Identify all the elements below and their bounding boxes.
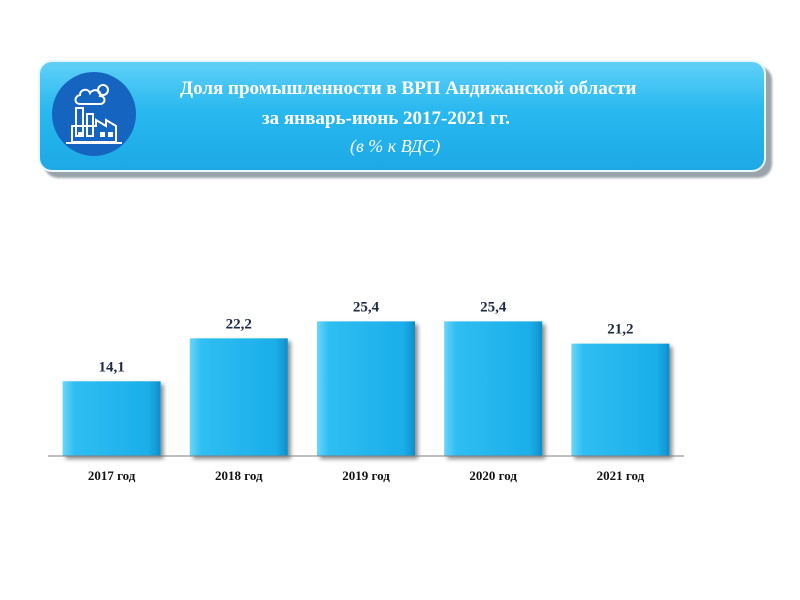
data-label-4: 25,4 <box>480 299 507 315</box>
chart-subtitle: (в % к ВДС) <box>350 136 441 156</box>
chart-title-line-2: за январь-июнь 2017-2021 гг. <box>262 108 510 129</box>
category-label-3: 2019 год <box>342 468 390 483</box>
bar-4 <box>444 321 543 456</box>
value-labels: 14,1 22,2 25,4 25,4 21,2 <box>98 299 633 375</box>
data-label-2: 22,2 <box>226 316 252 332</box>
factory-icon <box>50 70 138 158</box>
data-label-5: 21,2 <box>607 322 633 338</box>
data-label-1: 14,1 <box>98 359 124 375</box>
bars-group <box>62 321 670 456</box>
bar-3 <box>317 321 415 456</box>
data-label-3: 25,4 <box>353 299 380 315</box>
category-label-2: 2018 год <box>215 468 263 483</box>
category-label-4: 2020 год <box>469 468 517 483</box>
category-label-5: 2021 год <box>597 468 645 483</box>
chart-title-line-1: Доля промышленности в ВРП Андижанской об… <box>180 78 637 99</box>
bar-1 <box>62 381 161 456</box>
header-banner: Доля промышленности в ВРП Андижанской об… <box>38 60 766 172</box>
bar-2 <box>189 338 288 456</box>
category-label-1: 2017 год <box>88 468 136 483</box>
bar-5 <box>571 343 670 456</box>
category-labels: 2017 год 2018 год 2019 год 2020 год 2021 год <box>88 468 645 483</box>
